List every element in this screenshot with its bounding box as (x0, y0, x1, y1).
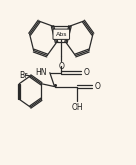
Text: O: O (58, 62, 64, 71)
Text: HN: HN (35, 68, 47, 77)
Text: OH: OH (72, 103, 84, 112)
FancyBboxPatch shape (53, 29, 69, 39)
Text: Abs: Abs (55, 32, 67, 37)
Text: O: O (95, 82, 101, 91)
Text: O: O (84, 68, 90, 77)
Text: Br: Br (19, 71, 27, 80)
